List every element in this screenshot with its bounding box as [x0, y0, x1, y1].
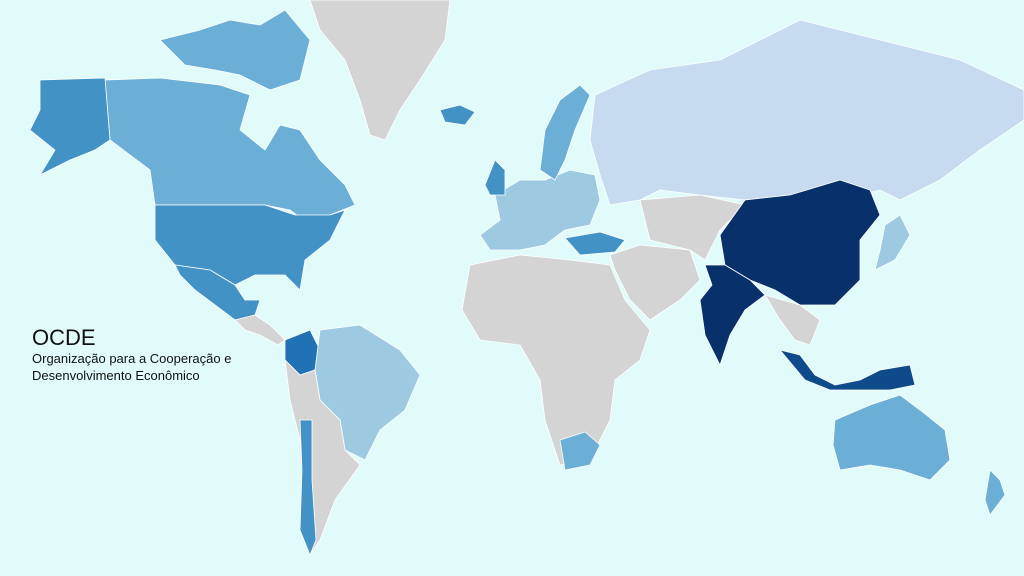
region-central-asia — [639, 194, 746, 261]
region-middle-east — [609, 244, 701, 321]
region-new-zealand — [984, 469, 1006, 516]
region-russia — [589, 19, 1024, 206]
region-iceland — [439, 104, 476, 126]
region-alaska — [29, 77, 111, 176]
legend-title: OCDE — [32, 325, 96, 350]
region-indonesia — [779, 349, 916, 391]
region-scandinavia — [539, 84, 591, 181]
region-india — [699, 264, 766, 366]
region-south-africa — [559, 431, 601, 471]
region-southeast-asia — [764, 294, 821, 346]
region-central-america — [234, 314, 286, 346]
region-canada — [104, 77, 356, 226]
region-europe — [479, 169, 601, 251]
region-turkey — [564, 231, 626, 256]
region-chile — [299, 419, 317, 556]
region-australia — [832, 394, 951, 481]
region-greenland — [309, 0, 451, 141]
map-legend: OCDE Organização para a Cooperação e Des… — [32, 326, 272, 384]
region-canada-islands — [159, 9, 311, 91]
region-japan — [874, 214, 911, 271]
legend-subtitle: Organização para a Cooperação e Desenvol… — [32, 351, 232, 383]
region-uk — [484, 159, 506, 196]
region-africa — [461, 254, 651, 466]
